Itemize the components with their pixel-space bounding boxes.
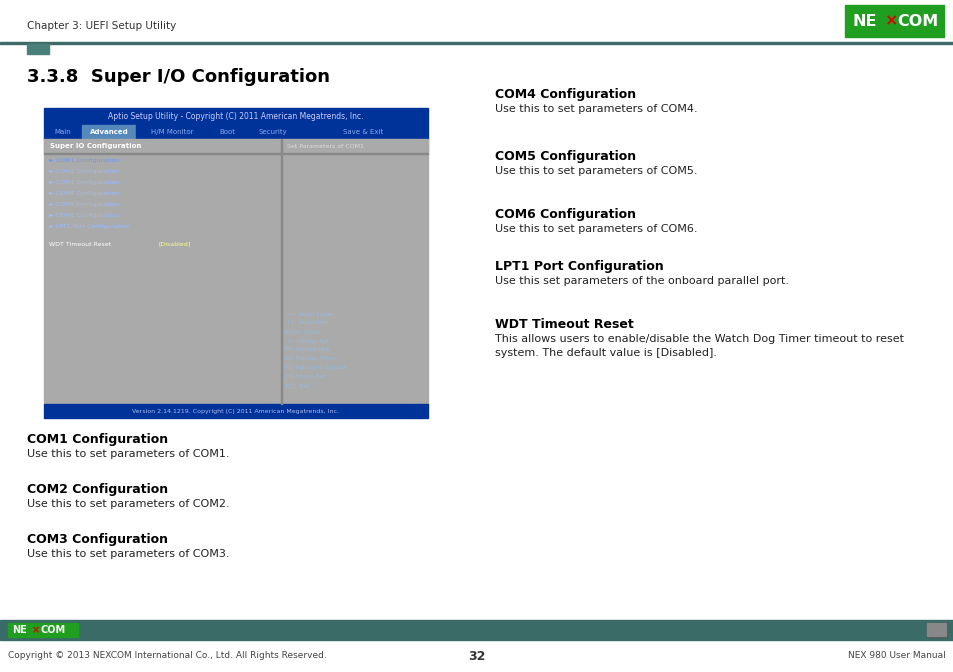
Bar (44, 108, 428, 125)
Bar (844, 5, 943, 37)
Text: ESC: Exit: ESC: Exit (286, 384, 310, 388)
Text: Super IO Configuration: Super IO Configuration (50, 143, 141, 149)
Bar (926, 630, 930, 636)
Bar (0, 640, 953, 672)
Text: WDT Timeout Reset: WDT Timeout Reset (49, 241, 111, 247)
Bar (136, 125, 209, 139)
Bar (27, 44, 49, 54)
Text: Version 2.14.1219. Copyright (C) 2011 American Megatrends, Inc.: Version 2.14.1219. Copyright (C) 2011 Am… (132, 409, 339, 413)
Text: F3: Optimized Defaults: F3: Optimized Defaults (286, 366, 346, 370)
Bar (941, 630, 945, 636)
Text: This allows users to enable/disable the Watch Dog Timer timeout to reset: This allows users to enable/disable the … (495, 334, 903, 344)
Bar (0, 620, 953, 640)
Bar (44, 139, 281, 153)
Bar (931, 630, 935, 636)
Text: ↑↓: Select Item: ↑↓: Select Item (286, 321, 328, 325)
Bar (936, 623, 940, 629)
Text: NEX 980 User Manual: NEX 980 User Manual (847, 651, 945, 661)
Text: Use this set parameters of the onboard parallel port.: Use this set parameters of the onboard p… (495, 276, 788, 286)
Text: ×: × (884, 13, 898, 28)
Text: COM1 Configuration: COM1 Configuration (27, 433, 168, 446)
Bar (926, 623, 930, 629)
Text: NE: NE (12, 625, 27, 635)
Bar (0, 0, 953, 42)
Text: H/M Monitor: H/M Monitor (152, 129, 193, 135)
Text: ×: × (32, 625, 40, 635)
Text: ► LPT1 Port Configuration: ► LPT1 Port Configuration (49, 224, 130, 229)
Text: ► COM3 Configuration: ► COM3 Configuration (49, 180, 119, 185)
Bar (281, 139, 282, 404)
Text: F2: Previous Values: F2: Previous Values (286, 357, 336, 362)
Bar (44, 404, 428, 418)
Bar (44, 125, 82, 139)
Text: COM2 Configuration: COM2 Configuration (27, 483, 168, 496)
Bar (281, 139, 428, 153)
Text: ←→: Select Screen: ←→: Select Screen (286, 312, 334, 317)
Bar (298, 125, 428, 139)
Bar (209, 125, 246, 139)
Text: ► COM4 Configuration: ► COM4 Configuration (49, 191, 119, 196)
Text: Use this to set parameters of COM6.: Use this to set parameters of COM6. (495, 224, 697, 234)
Text: COM5 Configuration: COM5 Configuration (495, 150, 636, 163)
Text: ► COM2 Configuration: ► COM2 Configuration (49, 169, 119, 174)
Text: +/-: Change Opt.: +/-: Change Opt. (286, 339, 330, 343)
Bar (246, 125, 298, 139)
Text: COM: COM (41, 625, 66, 635)
Text: Use this to set parameters of COM2.: Use this to set parameters of COM2. (27, 499, 230, 509)
Text: COM4 Configuration: COM4 Configuration (495, 88, 636, 101)
Text: system. The default value is [Disabled].: system. The default value is [Disabled]. (495, 348, 717, 358)
Text: Security: Security (258, 129, 287, 135)
Text: [Disabled]: [Disabled] (159, 241, 191, 247)
Text: F1: General Help: F1: General Help (286, 347, 330, 353)
Bar (82, 125, 136, 139)
Text: COM6 Configuration: COM6 Configuration (495, 208, 636, 221)
Text: Set Parameters of COM1: Set Parameters of COM1 (287, 144, 363, 149)
Text: Use this to set parameters of COM4.: Use this to set parameters of COM4. (495, 104, 697, 114)
Text: 3.3.8  Super I/O Configuration: 3.3.8 Super I/O Configuration (27, 68, 330, 86)
Text: Use this to set parameters of COM3.: Use this to set parameters of COM3. (27, 549, 230, 559)
Bar (44, 139, 428, 404)
Text: Aptio Setup Utility - Copyright (C) 2011 American Megatrends, Inc.: Aptio Setup Utility - Copyright (C) 2011… (108, 112, 363, 121)
Text: Save & Exit: Save & Exit (343, 129, 383, 135)
Text: Use this to set parameters of COM5.: Use this to set parameters of COM5. (495, 166, 697, 176)
Text: 32: 32 (468, 650, 485, 663)
Text: Use this to set parameters of COM1.: Use this to set parameters of COM1. (27, 449, 230, 459)
Bar (941, 623, 945, 629)
Text: ► COM5 Configuration: ► COM5 Configuration (49, 202, 119, 207)
Bar (8, 623, 78, 637)
Text: Main: Main (54, 129, 71, 135)
Text: COM: COM (896, 13, 937, 28)
Text: LPT1 Port Configuration: LPT1 Port Configuration (495, 260, 663, 273)
Text: WDT Timeout Reset: WDT Timeout Reset (495, 318, 633, 331)
Text: Enter: Select: Enter: Select (286, 329, 319, 335)
Bar (931, 623, 935, 629)
Bar (936, 630, 940, 636)
Text: Copyright © 2013 NEXCOM International Co., Ltd. All Rights Reserved.: Copyright © 2013 NEXCOM International Co… (8, 651, 327, 661)
Text: F4: Save & Exit: F4: Save & Exit (286, 374, 326, 380)
Text: Boot: Boot (219, 129, 235, 135)
Text: ► COM6 Configuration: ► COM6 Configuration (49, 213, 119, 218)
Text: NE: NE (852, 13, 877, 28)
Bar (926, 623, 946, 637)
Text: Chapter 3: UEFI Setup Utility: Chapter 3: UEFI Setup Utility (27, 21, 176, 31)
Text: COM3 Configuration: COM3 Configuration (27, 533, 168, 546)
Text: ► COM1 Configuration: ► COM1 Configuration (49, 158, 119, 163)
Text: Advanced: Advanced (90, 129, 129, 135)
Bar (0, 42, 953, 44)
Bar (44, 153, 428, 154)
